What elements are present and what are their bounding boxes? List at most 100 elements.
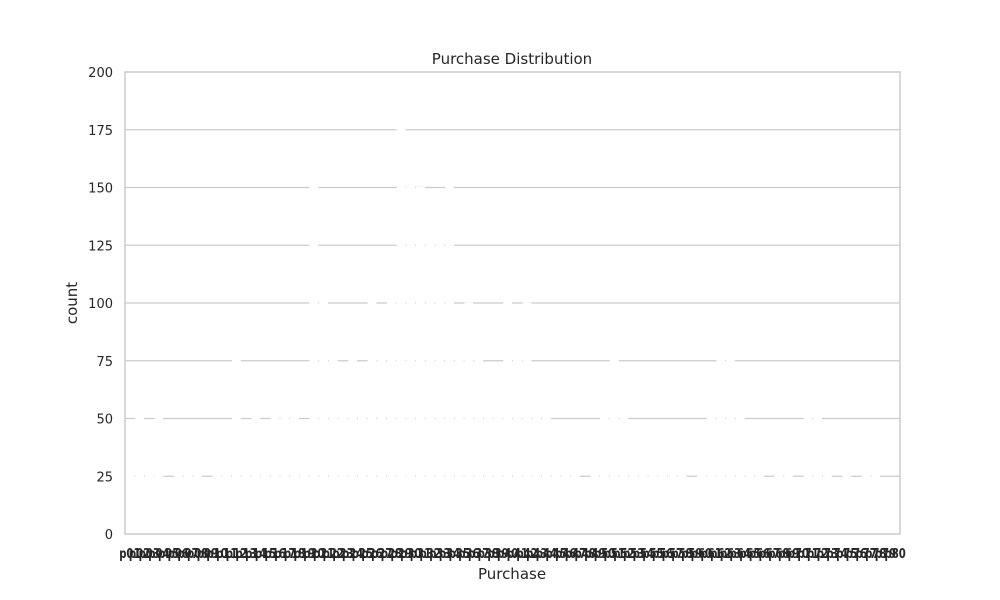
x-tick-label: p17 — [274, 547, 295, 562]
x-tick-label: p01 — [119, 547, 140, 562]
x-tick-label: p54 — [633, 547, 654, 562]
bar — [202, 482, 212, 535]
bar — [648, 473, 658, 535]
bar — [416, 187, 425, 535]
x-tick-label: p43 — [526, 547, 547, 562]
bar — [445, 168, 454, 535]
bar — [357, 376, 367, 535]
bar — [173, 461, 183, 535]
bar — [299, 441, 309, 535]
x-tick-label: p18 — [284, 547, 305, 562]
bar — [764, 478, 774, 535]
x-tick-label: p33 — [429, 547, 450, 562]
bar — [658, 459, 668, 535]
x-tick-label: p38 — [478, 547, 499, 562]
x-tick-label: p19 — [294, 547, 315, 562]
bar — [561, 436, 571, 535]
x-tick-label: p62 — [710, 547, 731, 562]
x-tick-label: p46 — [555, 547, 576, 562]
bar — [232, 353, 241, 535]
bar — [164, 478, 173, 535]
bar — [251, 413, 261, 535]
bar — [280, 390, 290, 535]
x-tick-label: p41 — [507, 547, 528, 562]
x-tick-label: p59 — [681, 547, 702, 562]
bar — [687, 482, 697, 535]
y-tick-label: 25 — [96, 470, 113, 485]
x-tick-label: p47 — [565, 547, 586, 562]
x-tick-label: p45 — [545, 547, 566, 562]
bar — [328, 344, 338, 535]
x-tick-label: p34 — [439, 547, 460, 562]
bar — [861, 468, 871, 535]
bar — [832, 478, 842, 535]
x-tick-label: p25 — [352, 547, 373, 562]
x-tick-label: p66 — [749, 547, 770, 562]
bar — [193, 422, 203, 535]
grid-lines — [125, 71, 900, 535]
chart-title: Purchase Distribution — [432, 50, 592, 68]
bar — [241, 429, 251, 535]
bar — [803, 399, 813, 535]
bar — [677, 452, 687, 535]
x-tick-label: p71 — [797, 547, 818, 562]
x-tick-label: p15 — [255, 547, 276, 562]
x-tick-label: p06 — [168, 547, 189, 562]
x-tick-label: p64 — [730, 547, 751, 562]
bar — [387, 256, 396, 535]
x-tick-label: p76 — [846, 547, 867, 562]
x-tick-label: p67 — [759, 547, 780, 562]
bar — [706, 399, 716, 535]
bar — [745, 464, 755, 535]
x-tick-label: p42 — [516, 547, 537, 562]
bar — [474, 325, 483, 535]
x-tick-label: p27 — [371, 547, 392, 562]
bar — [270, 371, 280, 535]
bar — [483, 399, 493, 535]
bar — [852, 482, 861, 535]
bar — [532, 371, 542, 535]
x-tick-label: p32 — [420, 547, 441, 562]
bar — [629, 464, 638, 535]
x-tick-label: p39 — [487, 547, 508, 562]
x-tick-label: p48 — [575, 547, 596, 562]
bars — [125, 122, 900, 535]
x-tick-label: p12 — [226, 547, 247, 562]
bar — [755, 468, 764, 535]
bar — [367, 293, 377, 535]
bar — [667, 468, 677, 535]
bar — [590, 464, 600, 535]
y-tick-label: 50 — [96, 413, 113, 428]
bar — [580, 482, 590, 535]
x-tick-label: p36 — [458, 547, 479, 562]
x-tick-label: p26 — [361, 547, 382, 562]
bar — [125, 464, 135, 535]
bar — [793, 482, 803, 535]
x-tick-label: p56 — [652, 547, 673, 562]
x-tick-label: p24 — [342, 547, 363, 562]
y-tick-labels: 0 25 50 75 100 125 150 175 200 — [88, 66, 113, 543]
x-tick-label: p77 — [855, 547, 876, 562]
bar — [609, 348, 619, 535]
bar — [619, 399, 629, 535]
y-axis-label: count — [63, 282, 81, 324]
x-tick-label: p11 — [216, 547, 237, 562]
bar — [464, 302, 474, 535]
bar — [881, 478, 890, 535]
bar — [813, 413, 823, 535]
bar — [154, 413, 164, 535]
y-tick-label: 125 — [88, 239, 113, 254]
x-tick-label: p80 — [885, 547, 906, 562]
bar — [600, 390, 609, 535]
x-tick-label: p28 — [381, 547, 402, 562]
x-tick-label: p23 — [332, 547, 353, 562]
x-tick-label: p74 — [826, 547, 847, 562]
x-tick-label: p13 — [235, 547, 256, 562]
bar — [638, 422, 648, 535]
bar — [309, 163, 319, 535]
bar — [784, 473, 793, 535]
x-tick-label: p05 — [158, 547, 179, 562]
bar — [348, 307, 358, 535]
bar — [183, 473, 193, 535]
x-tick-label: p52 — [613, 547, 634, 562]
